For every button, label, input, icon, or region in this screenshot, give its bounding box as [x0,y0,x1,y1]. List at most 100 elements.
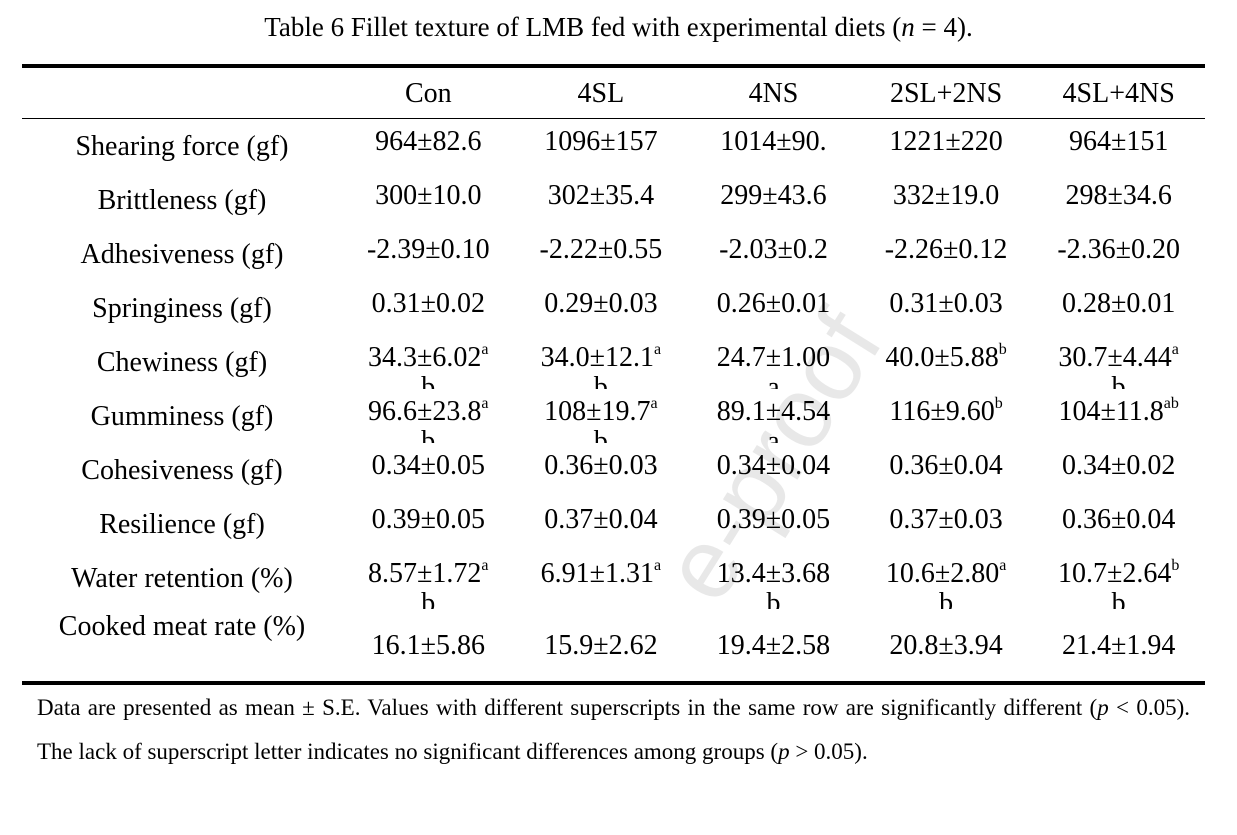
cell-value: 298±34.6 [1065,180,1172,211]
cell-value: 0.31±0.03 [889,288,1003,319]
text-run: > 0.05). [789,739,868,764]
cell-superscript: b [998,341,1007,358]
cell-line: 15.9±2.62 [515,631,688,661]
cell-line: 298±34.6 [1032,181,1205,211]
text-run: p [1097,695,1109,720]
table-cell: 0.31±0.03 [860,281,1033,335]
cell-line: 0.36±0.03 [515,451,688,481]
table-cell: 96.6±23.8a b [342,389,515,444]
cell-value: -2.22±0.55 [539,234,663,265]
table-cell: 1096±157 [515,119,688,173]
cell-value: 0.36±0.04 [889,450,1003,481]
table-cell: 20.8±3.94 [860,609,1033,681]
cell-value: 10.7±2.64 [1057,558,1172,589]
table-cell: 300±10.0 [342,173,515,227]
cell-line: 10.7±2.64b [1032,557,1205,589]
cell-line: 0.37±0.03 [860,505,1033,535]
cell-value: 0.37±0.04 [544,504,658,535]
cell-value: 96.6±23.8 [368,396,482,427]
table-cell: -2.22±0.55 [515,227,688,281]
cell-line: -2.39±0.10 [342,235,515,265]
cell-superscript: b [1171,557,1180,574]
cell-line: 1096±157 [515,127,688,157]
cell-line: 6.91±1.31a [515,558,688,589]
table-row: Chewiness (gf) 34.3±6.02a b 34.0±12.1a b 24.7… [22,335,1205,390]
cell-line: 0.34±0.05 [342,451,515,481]
cell-wrap: a [767,426,780,444]
cell-line: 0.34±0.02 [1032,451,1205,481]
table-cell: 40.0±5.88b [860,335,1033,389]
row-label: Brittleness (gf) [97,185,267,216]
table-cell: -2.26±0.12 [860,227,1033,281]
table-cell: 16.1±5.86 [342,609,515,681]
table-row: Cooked meat rate (%) 16.1±5.86 15.9±2.62 19… [22,609,1205,681]
cell-value: 0.39±0.05 [371,504,485,535]
cell-value: -2.26±0.12 [884,234,1008,265]
cell-value: 104±11.8 [1058,396,1164,427]
table-cell: 34.0±12.1a b [515,335,688,390]
cell-line: 116±9.60b [860,395,1033,427]
table-cell: 15.9±2.62 [515,609,688,681]
cell-line: 300±10.0 [342,181,515,211]
row-label: Cooked meat rate (%) [58,611,306,642]
cell-line: 8.57±1.72a [342,557,515,589]
header-row: Con 4SL 4NS 2SL+2NS 4SL+4NS [22,68,1205,119]
header-cell: 4SL [577,78,625,109]
table-cell: 8.57±1.72a b [342,551,515,610]
table-cell: 0.39±0.05 [342,497,515,551]
table-cell: 10.6±2.80a b [860,551,1033,610]
header-cell: 4SL+4NS [1062,78,1175,109]
table-cell: 0.36±0.04 [860,443,1033,497]
cell-superscript: ab [1163,395,1179,412]
cell-value: 10.6±2.80 [885,558,1000,589]
table-cell: 0.39±0.05 [687,497,860,551]
cell-line: 0.29±0.03 [515,289,688,319]
table-cell: 964±151 [1032,119,1205,173]
cell-value: -2.36±0.20 [1057,234,1181,265]
cell-line: 0.28±0.01 [1032,289,1205,319]
cell-value: 0.28±0.01 [1061,288,1176,319]
cell-wrap: b [1111,588,1126,610]
table-row: Water retention (%) 8.57±1.72a b 6.91±1.31a… [22,551,1205,610]
cell-superscript: b [994,395,1003,412]
cell-value: 13.4±3.68 [716,558,831,589]
row-label: Cohesiveness (gf) [81,455,283,486]
cell-value: 34.0±12.1 [540,342,655,373]
cell-value: 16.1±5.86 [371,630,485,661]
cell-line: 30.7±4.44a [1032,342,1205,373]
cell-line: 0.31±0.03 [860,289,1033,319]
table-cell: 964±82.6 [342,119,515,173]
cell-line: 0.34±0.04 [687,451,860,481]
table-cell: 0.37±0.04 [515,497,688,551]
cell-value: 964±151 [1068,126,1169,157]
cell-value: 0.26±0.01 [716,288,831,319]
cell-value: 1096±157 [544,126,658,157]
cell-line: -2.36±0.20 [1032,235,1205,265]
cell-value: 15.9±2.62 [544,630,658,661]
table-row: Brittleness (gf) 300±10.0 302±35.4 299±43.6… [22,173,1205,227]
table-row: Shearing force (gf) 964±82.6 1096±157 1014±… [22,119,1205,173]
table-cell: 0.37±0.03 [860,497,1033,551]
cell-superscript: a [481,395,489,412]
cell-value: 0.34±0.05 [371,450,485,481]
cell-wrap: b [1111,372,1126,390]
row-label: Resilience (gf) [99,509,265,540]
cell-value: 964±82.6 [375,126,482,157]
cell-line: 0.39±0.05 [342,505,515,535]
text-run: = 4). [914,12,973,42]
cell-superscript: a [481,557,489,574]
cell-line: 40.0±5.88b [860,341,1033,373]
row-label: Adhesiveness (gf) [80,239,284,270]
cell-wrap: b [593,372,608,390]
header-cell: 2SL+2NS [889,78,1003,109]
cell-line: -2.22±0.55 [515,235,688,265]
cell-line: 16.1±5.86 [342,631,515,661]
table-cell: 0.29±0.03 [515,281,688,335]
row-label: Water retention (%) [71,563,293,594]
table-cell: 0.26±0.01 [687,281,860,335]
footnote: Data are presented as mean ± S.E. Values… [37,686,1190,774]
table-row: Cohesiveness (gf) 0.34±0.05 0.36±0.03 0.34±… [22,443,1205,497]
cell-value: -2.03±0.2 [719,234,828,265]
cell-value: 0.29±0.03 [544,288,658,319]
text-run: p [778,739,790,764]
